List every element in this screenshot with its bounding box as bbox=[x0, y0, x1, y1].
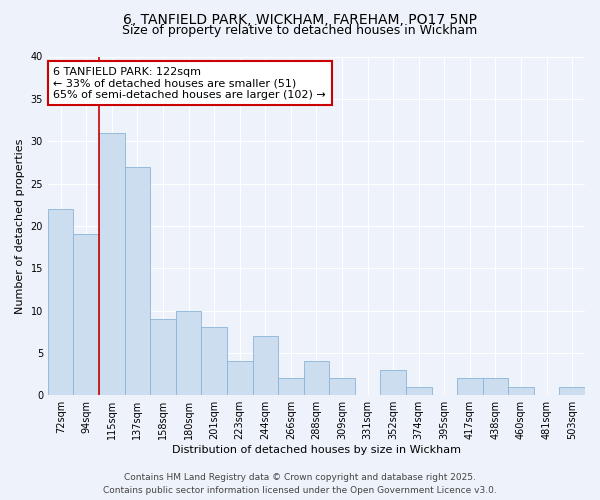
Bar bbox=[125, 166, 150, 395]
Bar bbox=[559, 386, 585, 395]
Y-axis label: Number of detached properties: Number of detached properties bbox=[15, 138, 25, 314]
Bar bbox=[406, 386, 431, 395]
Text: Contains HM Land Registry data © Crown copyright and database right 2025.
Contai: Contains HM Land Registry data © Crown c… bbox=[103, 474, 497, 495]
Bar bbox=[150, 319, 176, 395]
Bar bbox=[202, 328, 227, 395]
Text: 6, TANFIELD PARK, WICKHAM, FAREHAM, PO17 5NP: 6, TANFIELD PARK, WICKHAM, FAREHAM, PO17… bbox=[123, 12, 477, 26]
Bar bbox=[48, 209, 73, 395]
Bar bbox=[457, 378, 482, 395]
Text: Size of property relative to detached houses in Wickham: Size of property relative to detached ho… bbox=[122, 24, 478, 37]
Bar bbox=[73, 234, 99, 395]
Bar bbox=[253, 336, 278, 395]
Bar bbox=[227, 362, 253, 395]
Bar bbox=[482, 378, 508, 395]
Bar bbox=[329, 378, 355, 395]
Bar bbox=[176, 310, 202, 395]
Bar bbox=[508, 386, 534, 395]
X-axis label: Distribution of detached houses by size in Wickham: Distribution of detached houses by size … bbox=[172, 445, 461, 455]
Bar bbox=[380, 370, 406, 395]
Bar bbox=[99, 132, 125, 395]
Bar bbox=[304, 362, 329, 395]
Bar bbox=[278, 378, 304, 395]
Text: 6 TANFIELD PARK: 122sqm
← 33% of detached houses are smaller (51)
65% of semi-de: 6 TANFIELD PARK: 122sqm ← 33% of detache… bbox=[53, 66, 326, 100]
